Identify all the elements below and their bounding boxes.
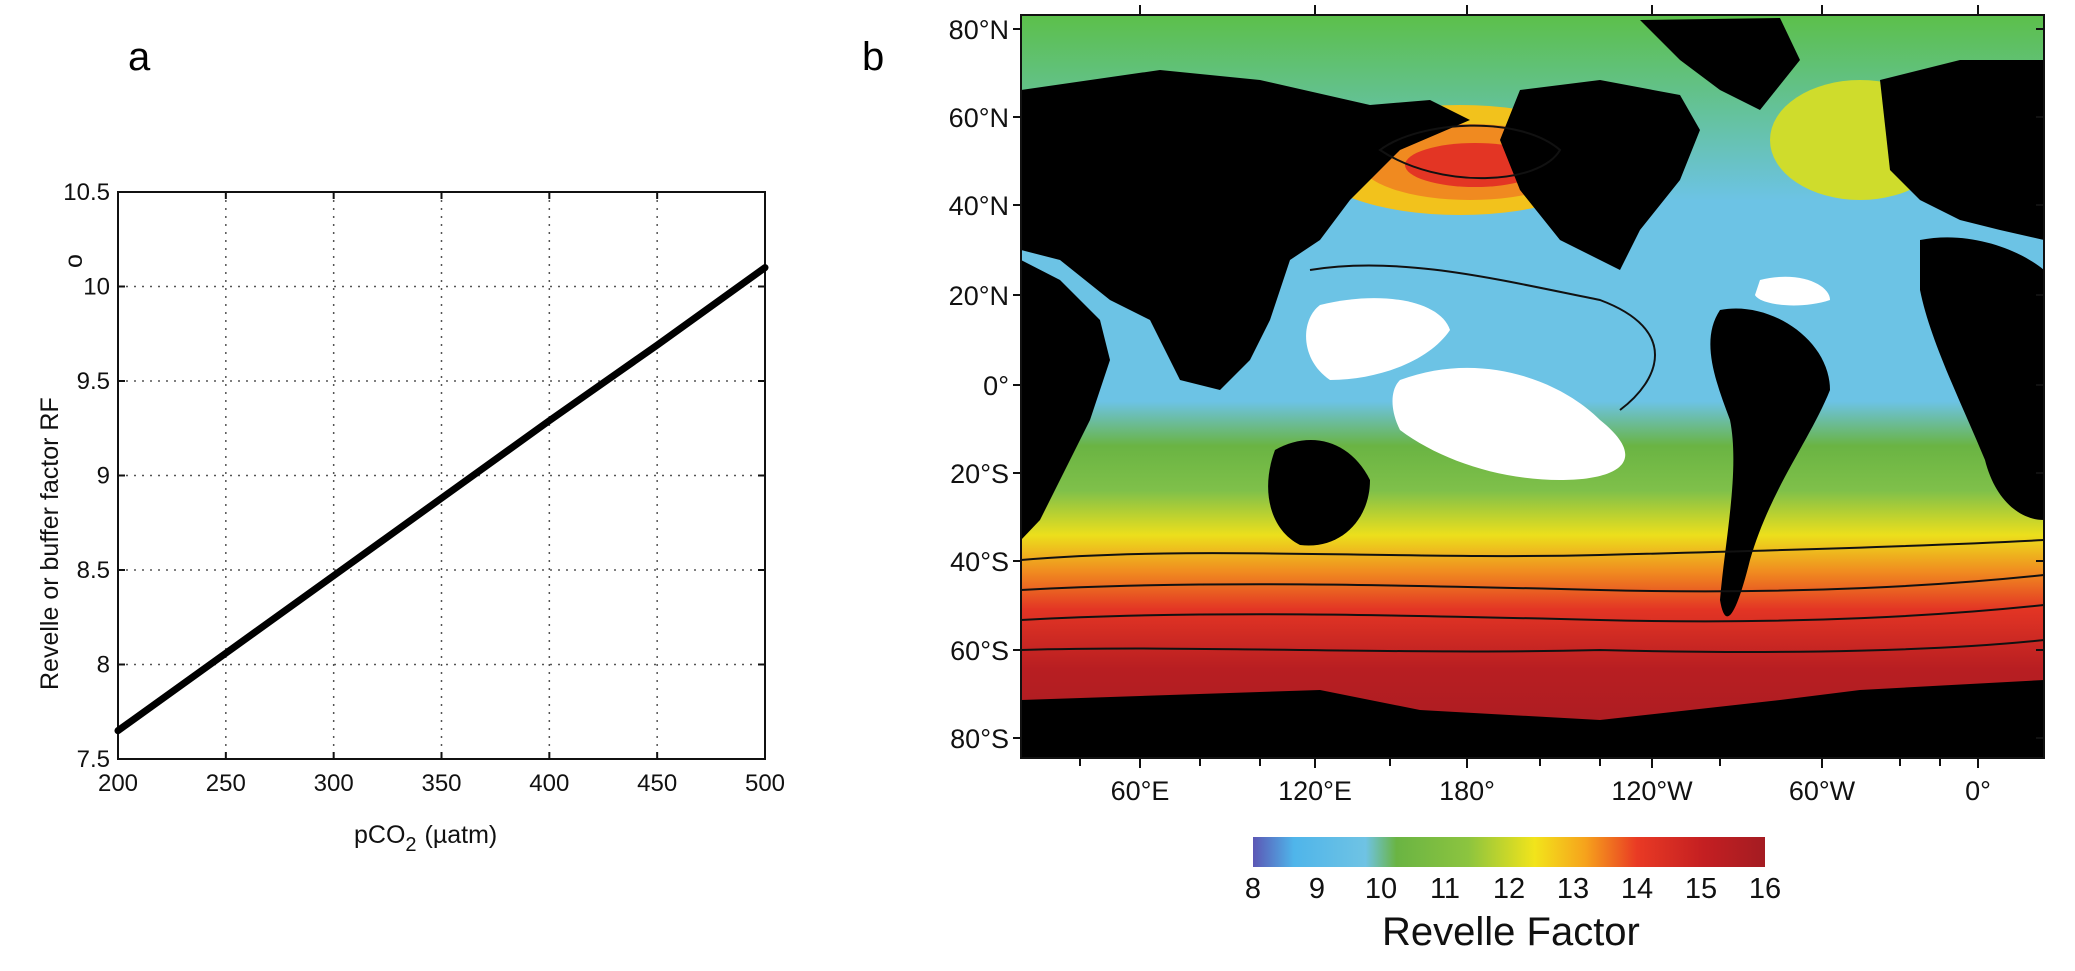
north-america bbox=[1500, 80, 1700, 270]
y-axis-label-sub-a: o bbox=[60, 254, 88, 268]
plot-area-a: 200 250 300 350 400 450 500 7.5 8 8.5 9 9.5 10 10.5 bbox=[63, 179, 785, 797]
lat-tick-label: 40°S bbox=[950, 547, 1009, 577]
antarctica bbox=[1021, 680, 2044, 758]
colorbar-title: Revelle Factor bbox=[1382, 910, 1640, 954]
y-tick-label: 9 bbox=[97, 463, 110, 490]
south-america bbox=[1710, 308, 1830, 617]
x-tick-label: 450 bbox=[637, 770, 677, 797]
y-tick-label: 7.5 bbox=[77, 746, 110, 773]
lat-tick-label: 40°N bbox=[949, 191, 1009, 221]
lat-tick-label: 60°S bbox=[950, 636, 1009, 666]
grid-a bbox=[118, 192, 765, 759]
lat-tick-label: 0° bbox=[983, 371, 1009, 401]
y-tick-label: 10 bbox=[83, 274, 110, 301]
svg-text:o: o bbox=[60, 254, 88, 268]
x-tick-label: 400 bbox=[529, 770, 569, 797]
lon-tick-label: 0° bbox=[1965, 776, 1991, 806]
colorbar-ticks: 8 9 10 11 12 13 14 15 16 bbox=[1245, 873, 1781, 905]
colorbar-tick-label: 11 bbox=[1430, 873, 1460, 905]
eurasia bbox=[1021, 70, 1470, 390]
gyre-south-pacific bbox=[1392, 367, 1626, 480]
greenland-arctic bbox=[1640, 18, 1800, 110]
x-tick-label: 500 bbox=[745, 770, 785, 797]
australia bbox=[1268, 440, 1370, 546]
x-tick-label: 200 bbox=[98, 770, 138, 797]
lon-tick-label: 60°W bbox=[1789, 776, 1856, 806]
lat-tick-label: 20°N bbox=[949, 281, 1009, 311]
africa-east bbox=[1021, 260, 1110, 540]
colorbar-tick-label: 8 bbox=[1245, 873, 1261, 905]
colorbar-tick-label: 12 bbox=[1493, 873, 1525, 905]
lat-tick-label: 60°N bbox=[949, 103, 1009, 133]
colorbar-tick-label: 10 bbox=[1365, 873, 1397, 905]
colorbar-tick-label: 16 bbox=[1749, 873, 1781, 905]
svg-text:Revelle or buffer factor RF: Revelle or buffer factor RF bbox=[36, 397, 64, 690]
map-frame bbox=[1020, 14, 2045, 759]
x-ticks-a: 200 250 300 350 400 450 500 bbox=[98, 192, 785, 797]
x-tick-label: 250 bbox=[206, 770, 246, 797]
lon-tick-label: 120°E bbox=[1278, 776, 1352, 806]
lon-tick-label: 180° bbox=[1439, 776, 1495, 806]
x-tick-label: 350 bbox=[421, 770, 461, 797]
lon-tick-label: 60°E bbox=[1111, 776, 1170, 806]
series-a bbox=[114, 264, 769, 735]
panel-label-a: a bbox=[128, 35, 151, 79]
lat-ticks: 80°N 60°N 40°N 20°N 0° 20°S 40°S 60°S 80°S bbox=[949, 15, 2044, 754]
lat-tick-label: 80°N bbox=[949, 15, 1009, 45]
colorbar-tick-label: 9 bbox=[1309, 873, 1325, 905]
colorbar bbox=[1253, 837, 1765, 867]
lon-ticks: 60°E 120°E 180° 120°W 60°W 0° bbox=[1079, 5, 1991, 806]
europe bbox=[1880, 60, 2044, 240]
gyre-north-pacific bbox=[1306, 298, 1450, 380]
map-b bbox=[1021, 15, 2044, 758]
colorbar-tick-label: 15 bbox=[1685, 873, 1717, 905]
y-tick-label: 8 bbox=[97, 652, 110, 679]
y-ticks-a: 7.5 8 8.5 9 9.5 10 10.5 bbox=[63, 179, 765, 773]
y-axis-label-a: Revelle or buffer factor RF bbox=[36, 397, 64, 690]
y-tick-label: 9.5 bbox=[77, 368, 110, 395]
x-tick-label: 300 bbox=[314, 770, 354, 797]
y-tick-label: 8.5 bbox=[77, 557, 110, 584]
landmasses bbox=[1021, 18, 2044, 758]
panel-label-b: b bbox=[862, 35, 884, 79]
gyre-north-atlantic bbox=[1755, 276, 1830, 306]
colorbar-tick-label: 14 bbox=[1621, 873, 1653, 905]
lon-tick-label: 120°W bbox=[1611, 776, 1693, 806]
lat-tick-label: 20°S bbox=[950, 459, 1009, 489]
lat-tick-label: 80°S bbox=[950, 724, 1009, 754]
x-axis-label-a: pCO2 (µatm) bbox=[354, 821, 497, 856]
contours bbox=[1021, 124, 2044, 653]
africa bbox=[1920, 237, 2044, 520]
colorbar-tick-label: 13 bbox=[1557, 873, 1589, 905]
y-tick-label: 10.5 bbox=[63, 179, 110, 206]
